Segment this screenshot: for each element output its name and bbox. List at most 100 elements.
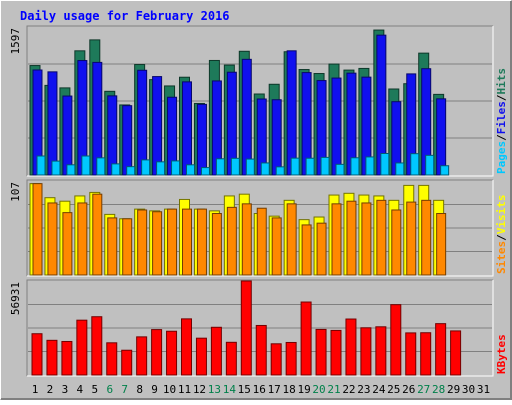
- y-max-label: 107: [9, 182, 22, 202]
- bar-pages-day-15: [245, 158, 255, 176]
- bar-kbytes-day-15: [240, 280, 252, 376]
- bar-files-day-18: [286, 50, 297, 176]
- bar-pages-day-8: [141, 159, 151, 176]
- bar-pages-day-18: [290, 157, 300, 176]
- bar-sites-day-17: [271, 217, 282, 276]
- bar-kbytes-day-17: [270, 343, 282, 376]
- bar-pages-day-3: [66, 164, 76, 176]
- bar-pages-day-12: [200, 167, 210, 176]
- bar-pages-day-6: [111, 163, 121, 176]
- legend-entry-hits: Hits: [495, 68, 508, 95]
- bar-kbytes-day-13: [210, 326, 222, 376]
- legend-entry-sites: Sites: [495, 241, 508, 274]
- bar-pages-day-28: [440, 165, 450, 176]
- bar-pages-day-17: [275, 166, 285, 176]
- legend-panel-2: Sites/Visits: [495, 195, 508, 275]
- x-tick-label-day-4: 4: [77, 383, 84, 396]
- chart-title: Daily usage for February 2016: [20, 9, 230, 23]
- chart-panel-3: 56931 KBytes: [9, 279, 508, 377]
- bar-kbytes-day-22: [345, 318, 357, 376]
- bar-kbytes-day-26: [405, 332, 417, 376]
- bar-pages-day-2: [51, 160, 61, 176]
- bar-files-day-15: [241, 58, 252, 176]
- bar-sites-day-23: [361, 202, 372, 276]
- bar-files-day-17: [271, 99, 282, 176]
- panel-border-dark: [26, 279, 493, 376]
- x-tick-label-day-21: 21: [327, 383, 340, 396]
- bar-kbytes-day-27: [420, 332, 432, 376]
- panel-border-dark: [26, 25, 493, 176]
- bar-files-day-9: [152, 76, 163, 176]
- x-tick-label-day-19: 19: [297, 383, 310, 396]
- x-tick-label-day-22: 22: [342, 383, 355, 396]
- x-tick-label-day-20: 20: [312, 383, 325, 396]
- bar-sites-day-20: [316, 222, 327, 276]
- bar-sites-day-6: [107, 217, 118, 276]
- bar-kbytes-day-18: [285, 341, 297, 376]
- bar-sites-day-8: [137, 209, 148, 276]
- legend-entry-files: Files: [495, 101, 508, 134]
- bar-sites-day-26: [406, 201, 417, 276]
- bar-files-day-8: [137, 69, 148, 176]
- bar-sites-day-10: [167, 208, 178, 276]
- bar-sites-day-21: [331, 203, 342, 276]
- bar-pages-day-27: [425, 154, 435, 176]
- bar-kbytes-day-28: [435, 323, 447, 376]
- x-tick-label-day-17: 17: [268, 383, 281, 396]
- chart-panel-2: 107 Sites/Visits: [9, 179, 508, 277]
- bar-kbytes-day-24: [375, 326, 387, 376]
- bar-pages-day-10: [171, 160, 181, 176]
- bar-pages-day-14: [230, 157, 240, 176]
- bar-kbytes-day-12: [195, 337, 207, 376]
- panel-border-light: [27, 280, 494, 377]
- bar-sites-day-28: [436, 213, 447, 276]
- legend-panel-3: KBytes: [495, 334, 508, 374]
- x-tick-label-day-6: 6: [106, 383, 113, 396]
- bar-kbytes-day-21: [330, 329, 342, 376]
- bar-files-day-28: [436, 98, 447, 176]
- legend-entry-pages: Pages: [495, 141, 508, 174]
- bar-pages-day-25: [395, 162, 405, 176]
- x-axis: 1 2 3 4 5 6 7 8 9 10 11 12 13 14 15 16 17 18 19 20 21 22 23 24 2…: [32, 383, 490, 396]
- x-tick-label-day-18: 18: [283, 383, 296, 396]
- x-tick-label-day-26: 26: [402, 383, 415, 396]
- y-max-label: 1597: [9, 28, 22, 55]
- bar-sites-day-2: [47, 202, 58, 276]
- x-tick-label-day-28: 28: [432, 383, 445, 396]
- bar-sites-day-13: [211, 213, 222, 276]
- x-tick-label-day-12: 12: [193, 383, 206, 396]
- panel-border-dark: [26, 179, 493, 276]
- bar-sites-day-1: [32, 183, 43, 276]
- legend-entry-visits: Visits: [495, 195, 508, 235]
- x-tick-label-day-9: 9: [151, 383, 158, 396]
- bar-sites-day-19: [301, 224, 312, 276]
- x-tick-label-day-29: 29: [447, 383, 460, 396]
- bar-pages-day-24: [380, 152, 390, 176]
- x-tick-label-day-5: 5: [91, 383, 98, 396]
- bar-kbytes-day-29: [450, 330, 462, 376]
- x-tick-label-day-15: 15: [238, 383, 251, 396]
- x-tick-label-day-16: 16: [253, 383, 266, 396]
- bar-files-day-12: [196, 103, 207, 176]
- x-tick-label-day-31: 31: [477, 383, 490, 396]
- bar-pages-day-21: [335, 163, 345, 176]
- bar-pages-day-16: [260, 162, 270, 176]
- bar-pages-day-20: [320, 156, 330, 176]
- x-tick-label-day-2: 2: [47, 383, 54, 396]
- bar-kbytes-day-1: [31, 333, 43, 376]
- bar-files-day-21: [331, 77, 342, 176]
- bar-sites-day-7: [122, 218, 133, 276]
- bar-kbytes-day-3: [61, 340, 73, 376]
- bar-kbytes-day-19: [300, 301, 312, 376]
- bar-kbytes-day-16: [255, 324, 267, 376]
- bar-sites-day-22: [346, 200, 357, 276]
- bar-sites-day-27: [421, 199, 432, 276]
- bar-kbytes-day-11: [181, 318, 192, 376]
- bar-pages-day-4: [81, 155, 91, 176]
- bar-sites-day-9: [152, 211, 163, 276]
- x-tick-label-day-23: 23: [357, 383, 370, 396]
- bar-sites-day-5: [92, 193, 103, 276]
